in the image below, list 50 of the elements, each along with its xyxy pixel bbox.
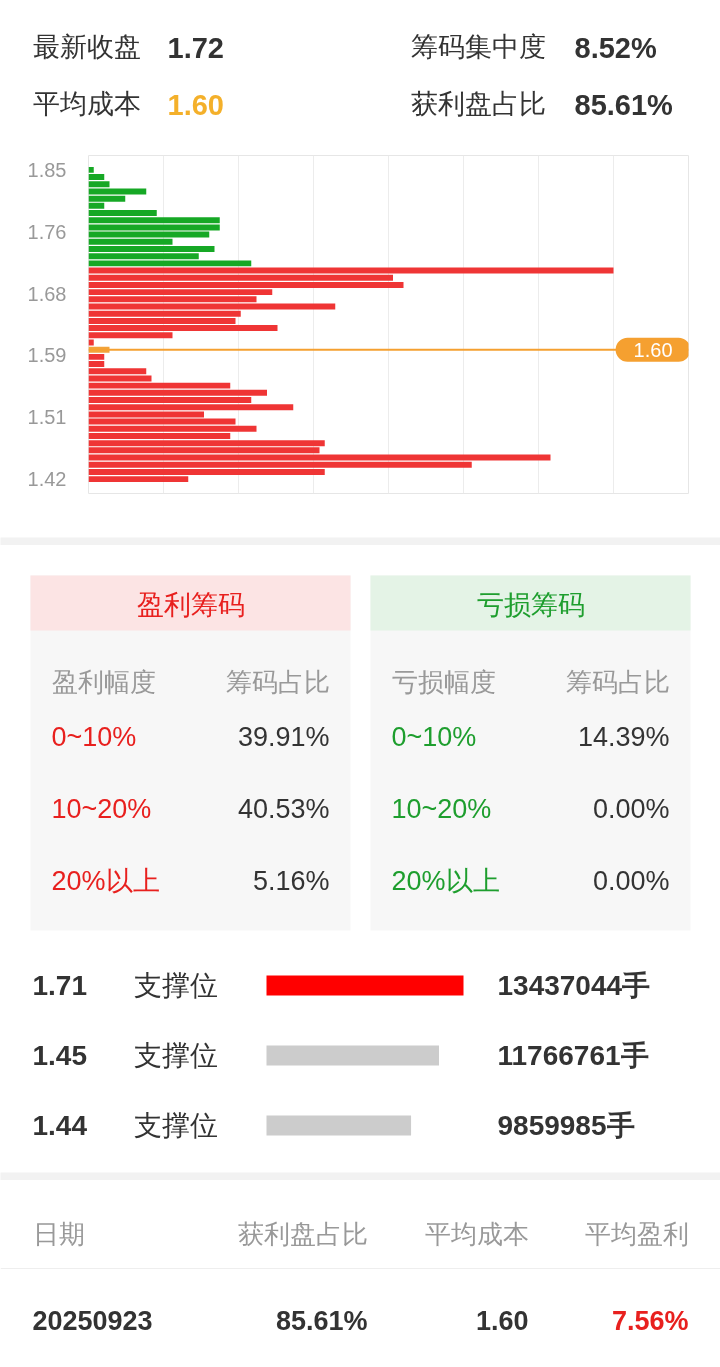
text: 亏损筹码: [476, 589, 585, 620]
text: 0.00%: [592, 793, 670, 824]
text: 7.56%: [611, 1305, 689, 1336]
data-label: 13437044手: [497, 970, 651, 1001]
text: 20%以上: [51, 865, 160, 896]
y-tick-label: 1.68: [27, 282, 67, 305]
text: 平均成本: [424, 1218, 529, 1249]
y-tick-label: 1.45: [32, 1040, 87, 1071]
text: 平均盈利: [584, 1218, 689, 1249]
text: 0.00%: [592, 865, 670, 896]
text: 20250923: [32, 1306, 153, 1336]
text: 85.61%: [574, 88, 674, 121]
text: 支撑位: [133, 1110, 218, 1141]
text: 盈利幅度: [51, 666, 156, 697]
text: 日期: [32, 1218, 85, 1249]
text: 10~20%: [391, 793, 492, 824]
y-tick-label: 1.51: [27, 406, 67, 429]
text: 支撑位: [133, 970, 218, 1001]
text: 支撑位: [133, 1040, 218, 1071]
text: 0~10%: [51, 721, 137, 752]
data-label: 11766761手: [497, 1040, 649, 1071]
text: 1.72: [167, 31, 224, 64]
text: 筹码集中度: [410, 31, 546, 62]
text: 8.52%: [574, 31, 657, 64]
text: 筹码占比: [225, 666, 330, 697]
ref-line-label: 1.60: [633, 338, 673, 361]
data-label: 9859985手: [497, 1110, 635, 1141]
y-tick-label: 1.71: [32, 970, 87, 1001]
text: 85.61%: [275, 1305, 368, 1336]
text: 盈利筹码: [136, 589, 245, 620]
text: 14.39%: [577, 721, 670, 752]
text: 平均成本: [32, 88, 141, 119]
text: 0~10%: [391, 721, 477, 752]
text: 40.53%: [237, 793, 330, 824]
y-tick-label: 1.59: [27, 344, 67, 367]
text: 筹码占比: [565, 666, 670, 697]
text: 获利盘占比: [410, 88, 546, 119]
y-tick-label: 1.42: [27, 468, 67, 491]
text: 获利盘占比: [237, 1218, 368, 1249]
text: 1.60: [167, 88, 224, 121]
text: 亏损幅度: [391, 666, 496, 697]
text: 最新收盘: [32, 31, 141, 62]
text: 1.60: [475, 1306, 529, 1336]
y-tick-label: 1.76: [27, 220, 67, 243]
y-tick-label: 1.44: [32, 1110, 88, 1141]
text: 10~20%: [51, 793, 152, 824]
text: 5.16%: [252, 865, 330, 896]
y-tick-label: 1.85: [27, 158, 67, 181]
text: 39.91%: [237, 721, 330, 752]
text: 20%以上: [391, 865, 500, 896]
